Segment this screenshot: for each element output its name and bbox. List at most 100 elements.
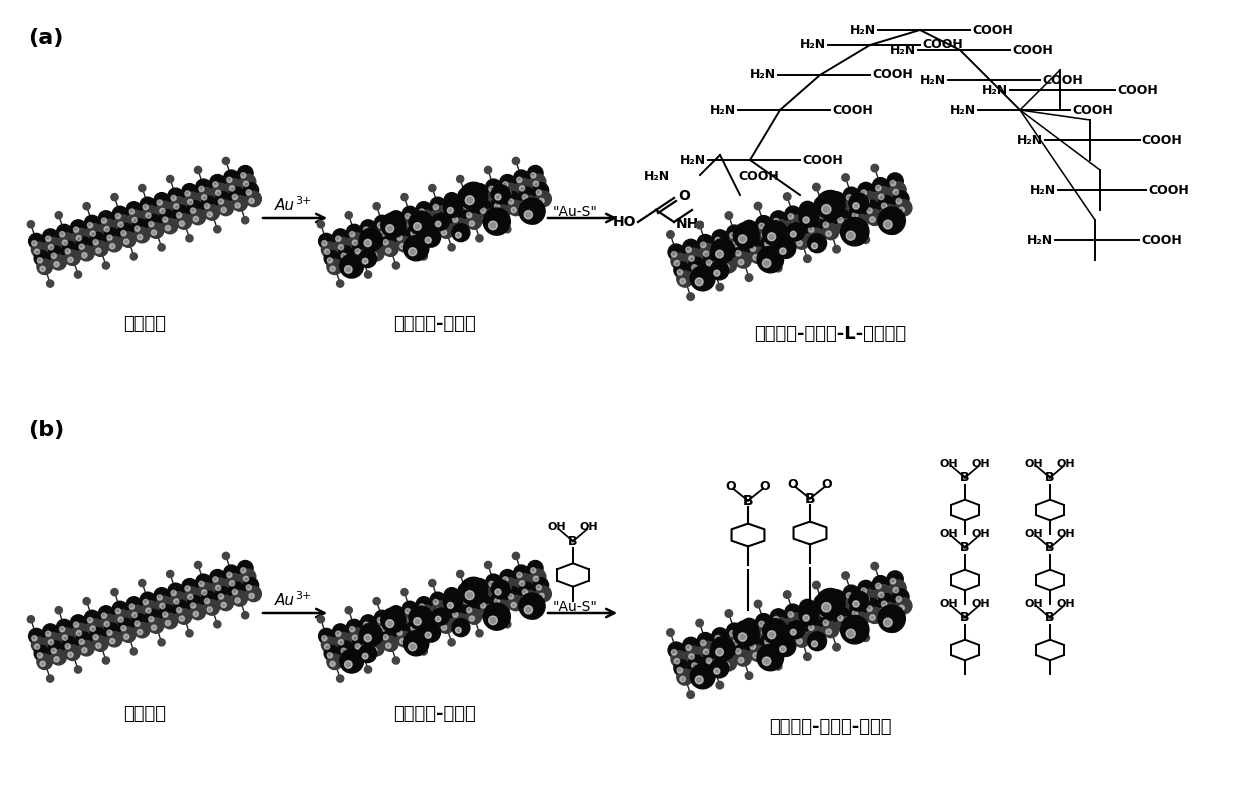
- Circle shape: [735, 650, 751, 666]
- Circle shape: [738, 633, 746, 642]
- Circle shape: [805, 220, 821, 236]
- Circle shape: [453, 217, 458, 222]
- Circle shape: [518, 198, 546, 224]
- Circle shape: [764, 641, 781, 657]
- Circle shape: [191, 208, 196, 213]
- Circle shape: [185, 587, 200, 603]
- Circle shape: [410, 232, 427, 248]
- Circle shape: [422, 614, 438, 629]
- Circle shape: [410, 625, 417, 631]
- Circle shape: [861, 190, 867, 195]
- Circle shape: [531, 569, 546, 584]
- Circle shape: [186, 235, 193, 242]
- Circle shape: [37, 257, 42, 263]
- Circle shape: [878, 593, 894, 610]
- Circle shape: [715, 648, 723, 656]
- Circle shape: [171, 590, 176, 596]
- Circle shape: [790, 232, 796, 237]
- Circle shape: [138, 235, 143, 240]
- Circle shape: [408, 618, 423, 633]
- Circle shape: [350, 233, 365, 249]
- Circle shape: [424, 622, 440, 638]
- Circle shape: [336, 675, 343, 682]
- Circle shape: [520, 186, 525, 191]
- Circle shape: [744, 228, 750, 233]
- Circle shape: [134, 622, 150, 638]
- Circle shape: [341, 650, 356, 665]
- Circle shape: [738, 235, 746, 243]
- Circle shape: [381, 626, 386, 631]
- Circle shape: [429, 579, 436, 587]
- Circle shape: [837, 217, 843, 223]
- Circle shape: [140, 197, 155, 213]
- Circle shape: [725, 610, 733, 617]
- Text: H₂N: H₂N: [1017, 133, 1043, 147]
- Circle shape: [770, 211, 786, 227]
- Circle shape: [763, 657, 771, 666]
- Circle shape: [149, 618, 164, 633]
- Circle shape: [455, 627, 461, 633]
- Circle shape: [683, 638, 699, 654]
- Text: 二硫化馒: 二硫化馒: [124, 315, 166, 333]
- Circle shape: [861, 589, 877, 605]
- Circle shape: [321, 240, 327, 246]
- Circle shape: [35, 646, 50, 661]
- Circle shape: [800, 600, 816, 616]
- Circle shape: [174, 599, 179, 604]
- Circle shape: [513, 170, 529, 186]
- Circle shape: [190, 604, 206, 620]
- Circle shape: [522, 589, 527, 595]
- Circle shape: [91, 231, 95, 236]
- Circle shape: [852, 612, 868, 628]
- Circle shape: [477, 199, 482, 205]
- Circle shape: [686, 249, 702, 265]
- Circle shape: [715, 250, 723, 258]
- Circle shape: [450, 604, 455, 608]
- Circle shape: [242, 216, 249, 224]
- Circle shape: [516, 574, 532, 589]
- Circle shape: [162, 613, 177, 629]
- Circle shape: [527, 561, 543, 576]
- Circle shape: [346, 224, 362, 240]
- Circle shape: [433, 204, 439, 210]
- Circle shape: [797, 638, 802, 644]
- Circle shape: [754, 203, 761, 210]
- Text: COOH: COOH: [972, 23, 1013, 36]
- Circle shape: [822, 204, 831, 214]
- Circle shape: [102, 613, 107, 618]
- Circle shape: [846, 594, 862, 610]
- Circle shape: [759, 224, 775, 240]
- Circle shape: [513, 565, 529, 580]
- Circle shape: [811, 641, 817, 647]
- Circle shape: [87, 617, 93, 623]
- Circle shape: [508, 596, 523, 611]
- Circle shape: [374, 215, 389, 231]
- Circle shape: [432, 213, 449, 230]
- Circle shape: [714, 270, 719, 276]
- Text: O: O: [678, 189, 689, 203]
- Circle shape: [48, 641, 63, 656]
- Circle shape: [897, 199, 901, 204]
- Circle shape: [241, 173, 246, 178]
- Circle shape: [174, 204, 179, 209]
- Circle shape: [362, 258, 368, 264]
- Circle shape: [835, 606, 841, 612]
- Circle shape: [787, 613, 804, 629]
- Circle shape: [491, 579, 510, 599]
- Circle shape: [435, 214, 451, 230]
- Text: B: B: [568, 535, 578, 548]
- Circle shape: [439, 617, 444, 621]
- Circle shape: [807, 632, 827, 650]
- Text: 二硫化馒-纳米金: 二硫化馒-纳米金: [393, 315, 476, 333]
- Circle shape: [465, 591, 474, 600]
- Circle shape: [383, 241, 398, 257]
- Circle shape: [505, 587, 521, 602]
- Circle shape: [491, 592, 507, 607]
- Circle shape: [340, 254, 363, 278]
- Circle shape: [764, 242, 781, 259]
- Circle shape: [849, 591, 869, 611]
- Circle shape: [806, 218, 811, 224]
- Text: H₂N: H₂N: [1030, 183, 1056, 196]
- Circle shape: [205, 600, 219, 615]
- Circle shape: [324, 646, 340, 661]
